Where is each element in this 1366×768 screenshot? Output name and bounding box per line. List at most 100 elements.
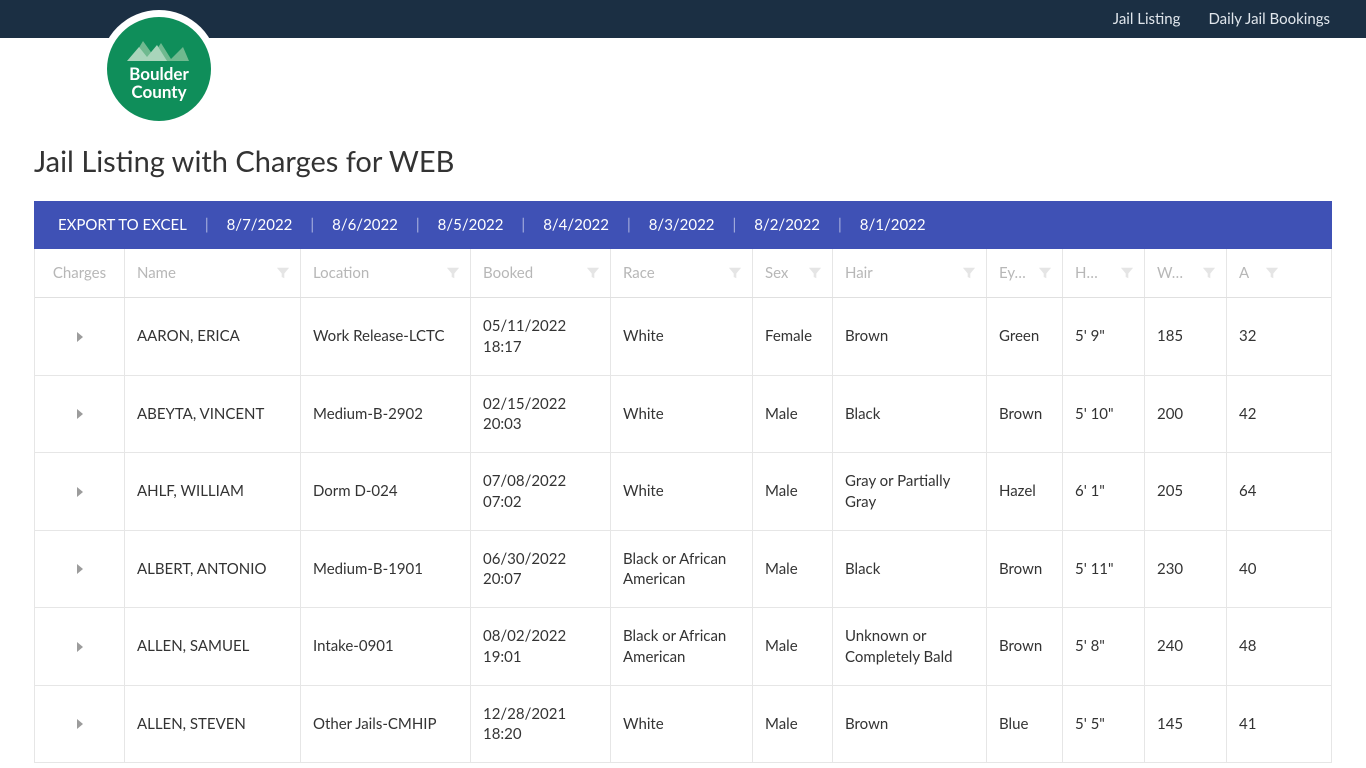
race-cell: Black or African American [611, 608, 753, 685]
age-cell: 48 [1227, 608, 1289, 685]
chevron-right-icon[interactable] [77, 564, 83, 574]
eyes-cell: Green [987, 298, 1063, 375]
date-filter-5[interactable]: 8/2/2022 [754, 216, 820, 234]
booked-cell: 12/28/202118:20 [471, 686, 611, 763]
table-row: ALLEN, SAMUELIntake-090108/02/202219:01B… [35, 608, 1331, 686]
weight-cell: 185 [1145, 298, 1227, 375]
date-filter-6[interactable]: 8/1/2022 [860, 216, 926, 234]
expand-cell[interactable] [35, 298, 125, 375]
booked-cell: 08/02/202219:01 [471, 608, 611, 685]
mountain-icon [123, 33, 195, 63]
chevron-right-icon[interactable] [77, 409, 83, 419]
filter-icon[interactable] [1202, 266, 1216, 280]
hair-cell: Brown [833, 686, 987, 763]
filter-icon[interactable] [586, 266, 600, 280]
age-cell: 40 [1227, 531, 1289, 608]
hair-cell: Black [833, 376, 987, 453]
table-row: ALBERT, ANTONIOMedium-B-190106/30/202220… [35, 531, 1331, 609]
date-filter-4[interactable]: 8/3/2022 [649, 216, 715, 234]
filter-icon[interactable] [808, 266, 822, 280]
name-cell: ABEYTA, VINCENT [125, 376, 301, 453]
age-cell: 64 [1227, 453, 1289, 530]
name-cell: AHLF, WILLIAM [125, 453, 301, 530]
chevron-right-icon[interactable] [77, 719, 83, 729]
filter-icon[interactable] [728, 266, 742, 280]
hair-cell: Brown [833, 298, 987, 375]
nav-link-jail-listing[interactable]: Jail Listing [1113, 10, 1181, 28]
data-grid: Charges Name Location Booked Race Sex Ha… [34, 249, 1332, 763]
filter-icon[interactable] [1120, 266, 1134, 280]
col-header-location[interactable]: Location [301, 249, 471, 297]
col-header-weight[interactable]: W… [1145, 249, 1227, 297]
filter-icon[interactable] [962, 266, 976, 280]
eyes-cell: Brown [987, 531, 1063, 608]
height-cell: 5' 8" [1063, 608, 1145, 685]
table-row: ABEYTA, VINCENTMedium-B-290202/15/202220… [35, 376, 1331, 454]
date-filter-0[interactable]: 8/7/2022 [227, 216, 293, 234]
weight-cell: 230 [1145, 531, 1227, 608]
hair-cell: Gray or Partially Gray [833, 453, 987, 530]
col-header-height[interactable]: H… [1063, 249, 1145, 297]
race-cell: White [611, 298, 753, 375]
date-filter-1[interactable]: 8/6/2022 [332, 216, 398, 234]
sex-cell: Male [753, 686, 833, 763]
col-header-race[interactable]: Race [611, 249, 753, 297]
sex-cell: Female [753, 298, 833, 375]
date-filter-2[interactable]: 8/5/2022 [438, 216, 504, 234]
race-cell: White [611, 453, 753, 530]
race-cell: Black or African American [611, 531, 753, 608]
age-cell: 32 [1227, 298, 1289, 375]
weight-cell: 200 [1145, 376, 1227, 453]
expand-cell[interactable] [35, 376, 125, 453]
date-filter-3[interactable]: 8/4/2022 [543, 216, 609, 234]
eyes-cell: Hazel [987, 453, 1063, 530]
expand-cell[interactable] [35, 608, 125, 685]
expand-cell[interactable] [35, 686, 125, 763]
table-row: AHLF, WILLIAMDorm D-02407/08/202207:02Wh… [35, 453, 1331, 531]
weight-cell: 145 [1145, 686, 1227, 763]
col-header-sex[interactable]: Sex [753, 249, 833, 297]
logo-text-line2: County [131, 83, 186, 101]
height-cell: 5' 10" [1063, 376, 1145, 453]
col-header-charges[interactable]: Charges [35, 249, 125, 297]
filter-icon[interactable] [276, 266, 290, 280]
export-excel-button[interactable]: EXPORT TO EXCEL [58, 216, 187, 234]
height-cell: 6' 1" [1063, 453, 1145, 530]
col-header-name[interactable]: Name [125, 249, 301, 297]
expand-cell[interactable] [35, 531, 125, 608]
chevron-right-icon[interactable] [77, 332, 83, 342]
toolbar: EXPORT TO EXCEL | 8/7/2022 | 8/6/2022 | … [34, 201, 1332, 249]
race-cell: White [611, 376, 753, 453]
eyes-cell: Brown [987, 608, 1063, 685]
sex-cell: Male [753, 608, 833, 685]
col-header-eyes[interactable]: Ey… [987, 249, 1063, 297]
page-title: Jail Listing with Charges for WEB [34, 144, 1332, 179]
location-cell: Intake-0901 [301, 608, 471, 685]
eyes-cell: Brown [987, 376, 1063, 453]
age-cell: 42 [1227, 376, 1289, 453]
col-header-age[interactable]: A [1227, 249, 1289, 297]
location-cell: Work Release-LCTC [301, 298, 471, 375]
col-header-booked[interactable]: Booked [471, 249, 611, 297]
table-row: AARON, ERICAWork Release-LCTC05/11/20221… [35, 298, 1331, 376]
chevron-right-icon[interactable] [77, 642, 83, 652]
logo[interactable]: Boulder County [100, 10, 218, 128]
name-cell: AARON, ERICA [125, 298, 301, 375]
filter-icon[interactable] [1265, 266, 1279, 280]
filter-icon[interactable] [446, 266, 460, 280]
weight-cell: 205 [1145, 453, 1227, 530]
nav-link-daily-bookings[interactable]: Daily Jail Bookings [1208, 10, 1330, 28]
hair-cell: Black [833, 531, 987, 608]
expand-cell[interactable] [35, 453, 125, 530]
filter-icon[interactable] [1038, 266, 1052, 280]
location-cell: Other Jails-CMHIP [301, 686, 471, 763]
race-cell: White [611, 686, 753, 763]
chevron-right-icon[interactable] [77, 487, 83, 497]
booked-cell: 05/11/202218:17 [471, 298, 611, 375]
height-cell: 5' 5" [1063, 686, 1145, 763]
eyes-cell: Blue [987, 686, 1063, 763]
col-header-hair[interactable]: Hair [833, 249, 987, 297]
name-cell: ALLEN, STEVEN [125, 686, 301, 763]
sex-cell: Male [753, 376, 833, 453]
location-cell: Medium-B-1901 [301, 531, 471, 608]
